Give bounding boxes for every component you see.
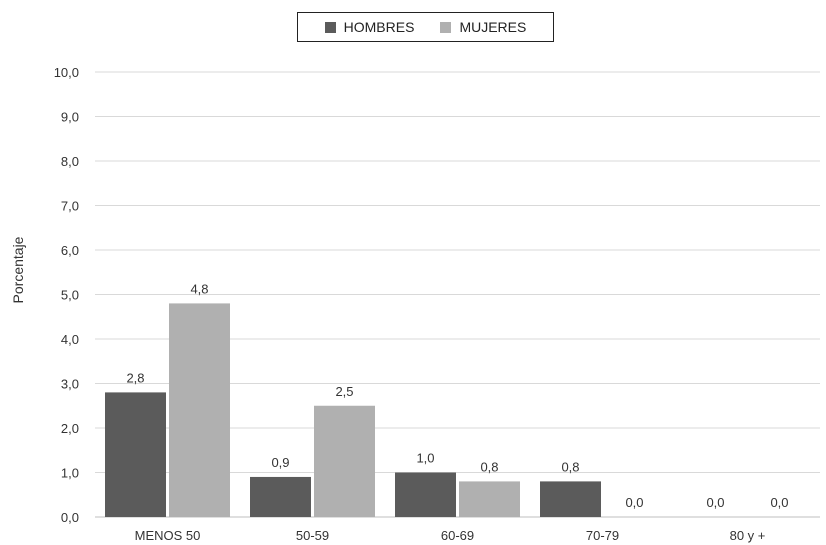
legend-label-hombres: HOMBRES	[343, 19, 415, 35]
bar-hombres	[250, 476, 311, 517]
bar-mujeres	[459, 481, 520, 517]
legend-label-mujeres: MUJERES	[459, 19, 527, 35]
data-label: 0,0	[770, 495, 788, 510]
y-tick-label: 6,0	[61, 243, 79, 258]
legend-item-hombres: HOMBRES	[324, 19, 415, 35]
data-label: 4,8	[190, 281, 208, 296]
data-label: 0,9	[271, 455, 289, 470]
y-tick-label: 5,0	[61, 288, 79, 303]
y-tick-label: 4,0	[61, 332, 79, 347]
y-tick-label: 1,0	[61, 466, 79, 481]
data-label: 0,8	[561, 459, 579, 474]
y-tick-label: 8,0	[61, 154, 79, 169]
data-label: 2,8	[126, 370, 144, 385]
legend-swatch-hombres	[324, 21, 336, 33]
data-label: 2,5	[335, 384, 353, 399]
data-label: 0,0	[625, 495, 643, 510]
y-tick-label: 7,0	[61, 199, 79, 214]
bar-mujeres	[169, 303, 230, 517]
y-tick-label: 10,0	[54, 65, 79, 80]
x-tick-label: 80 y +	[730, 528, 766, 543]
bar-hombres	[105, 392, 166, 517]
x-tick-label: MENOS 50	[135, 528, 201, 543]
y-tick-label: 0,0	[61, 510, 79, 525]
data-label: 1,0	[416, 451, 434, 466]
legend-item-mujeres: MUJERES	[440, 19, 526, 35]
x-tick-label: 50-59	[296, 528, 329, 543]
bar-hombres	[395, 472, 456, 517]
bar-mujeres	[314, 405, 375, 517]
y-tick-label: 2,0	[61, 421, 79, 436]
y-tick-label: 9,0	[61, 110, 79, 125]
x-tick-label: 60-69	[441, 528, 474, 543]
data-label: 0,8	[480, 459, 498, 474]
chart-legend: HOMBRES MUJERES	[297, 12, 554, 42]
data-label: 0,0	[706, 495, 724, 510]
bar-hombres	[540, 481, 601, 517]
legend-swatch-mujeres	[440, 21, 452, 33]
y-tick-label: 3,0	[61, 377, 79, 392]
x-tick-label: 70-79	[586, 528, 619, 543]
